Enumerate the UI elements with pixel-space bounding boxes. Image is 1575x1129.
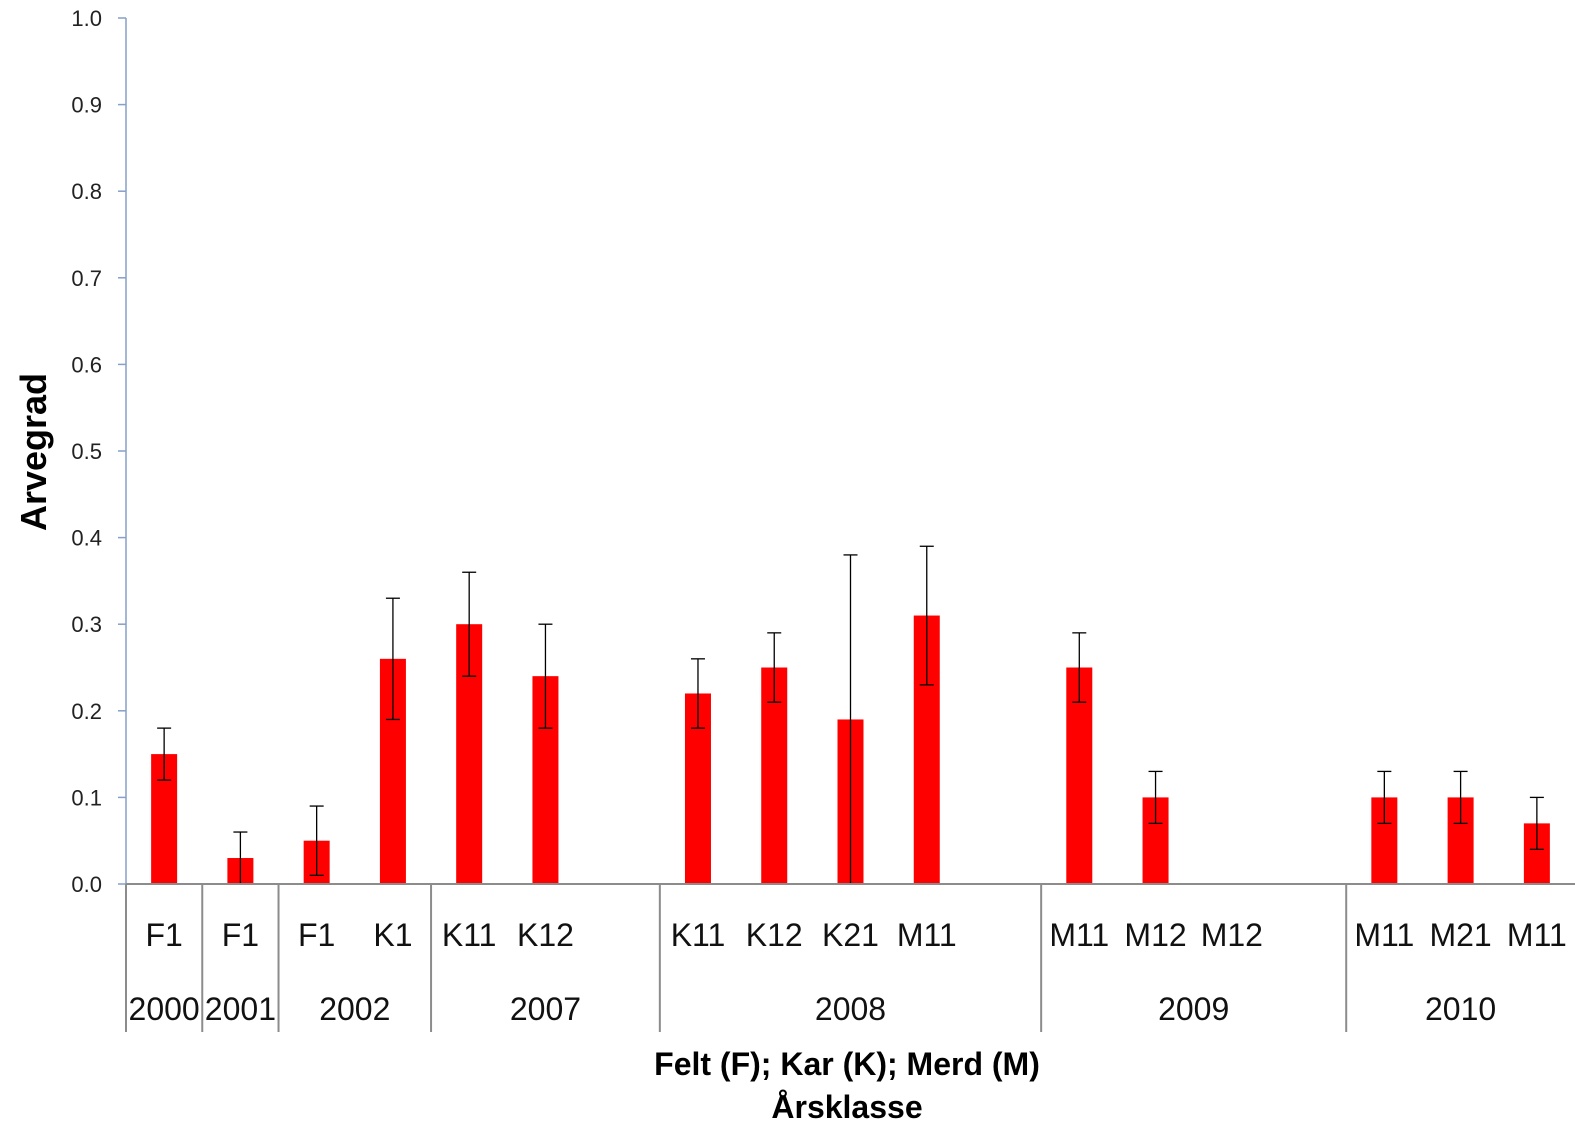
- y-tick-label: 0.3: [71, 612, 102, 637]
- category-label: F1: [222, 917, 259, 953]
- group-label: 2008: [815, 991, 886, 1027]
- category-label: M12: [1124, 917, 1186, 953]
- category-label: K12: [746, 917, 803, 953]
- bar: [1066, 667, 1093, 884]
- y-tick-label: 0.4: [71, 526, 102, 551]
- category-label: K11: [442, 917, 497, 953]
- group-label: 2000: [129, 991, 200, 1027]
- x-axis-subtitle: Årsklasse: [771, 1089, 922, 1125]
- category-label: K1: [373, 917, 412, 953]
- x-axis: F1 F1 F1 K1 K11 K12 K11 K12 K21 M11 M11 M12 M12 M11 M2…: [125, 883, 1575, 1032]
- error-bars: [157, 545, 1544, 885]
- y-axis: 0.0 0.1 0.2 0.3 0.4 0.5 0.6 0.7 0.8 0.9 1.0: [71, 6, 127, 897]
- category-label: K12: [517, 917, 574, 953]
- category-label: K21: [822, 917, 879, 953]
- x-axis-title: Felt (F); Kar (K); Merd (M): [654, 1046, 1040, 1082]
- y-tick-label: 0.8: [71, 179, 102, 204]
- group-label: 2007: [510, 991, 581, 1027]
- y-tick-label: 0.6: [71, 352, 102, 377]
- y-tick-label: 0.0: [71, 872, 102, 897]
- y-tick-label: 0.7: [71, 266, 102, 291]
- y-tick-label: 0.1: [71, 785, 102, 810]
- y-tick-label: 0.2: [71, 699, 102, 724]
- group-label: 2009: [1158, 991, 1229, 1027]
- category-label: M11: [1354, 917, 1414, 953]
- group-label: 2002: [319, 991, 390, 1027]
- category-label: F1: [298, 917, 335, 953]
- bar: [761, 667, 788, 884]
- y-tick-label: 0.5: [71, 439, 102, 464]
- group-label: 2001: [205, 991, 276, 1027]
- category-label: M12: [1201, 917, 1263, 953]
- category-label: M11: [897, 917, 957, 953]
- y-axis-title: Arvegrad: [13, 373, 54, 531]
- category-label: F1: [145, 917, 182, 953]
- category-label: M11: [1049, 917, 1109, 953]
- category-label: M11: [1507, 917, 1567, 953]
- category-label: K11: [671, 917, 726, 953]
- category-label: M21: [1429, 917, 1491, 953]
- y-tick-label: 0.9: [71, 93, 102, 118]
- y-tick-label: 1.0: [71, 6, 102, 31]
- group-label: 2010: [1425, 991, 1496, 1027]
